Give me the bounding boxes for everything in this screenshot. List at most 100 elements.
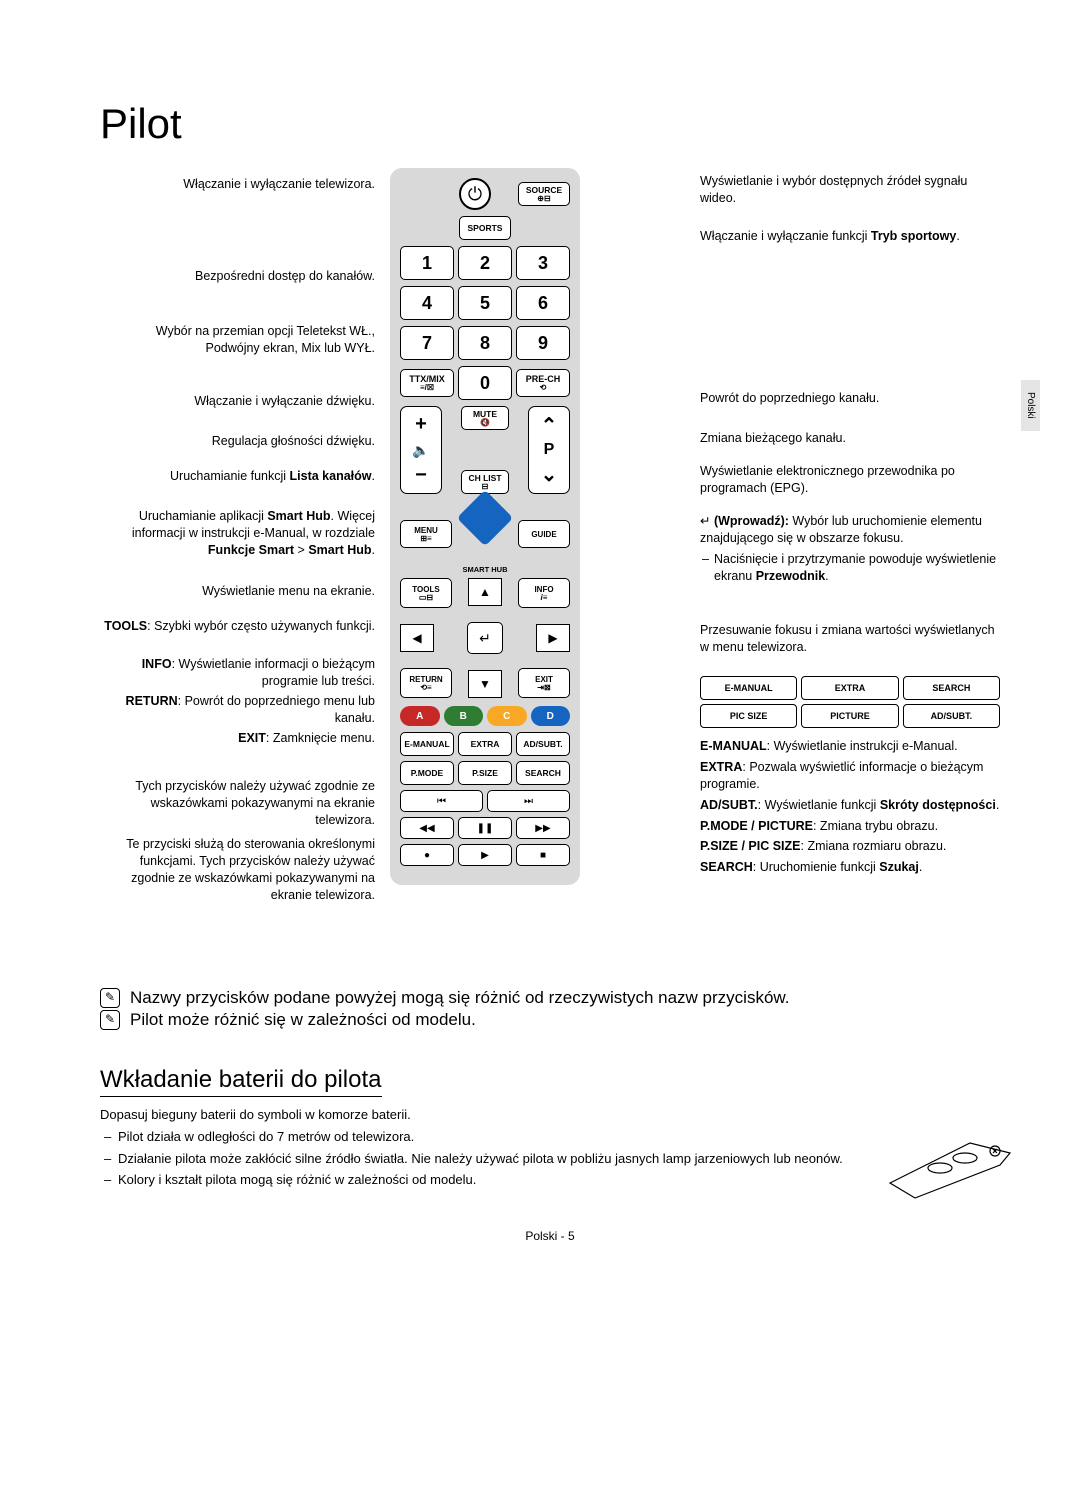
enter-button[interactable]: ↵	[467, 622, 503, 654]
ext-picture: PICTURE	[801, 704, 898, 728]
num-5[interactable]: 5	[458, 286, 512, 320]
label-return: RETURN: Powrót do poprzedniego menu lub …	[100, 693, 375, 727]
mute-button[interactable]: MUTE🔇	[461, 406, 509, 430]
prech-button[interactable]: PRE-CH⟲	[516, 369, 570, 397]
smarthub-button[interactable]	[457, 490, 514, 547]
sports-button[interactable]: SPORTS	[459, 216, 511, 240]
ch-up-icon: ⌃	[541, 413, 558, 438]
psize-button[interactable]: P.SIZE	[458, 761, 512, 785]
label-ttx: Wybór na przemian opcji Teletekst WŁ., P…	[100, 323, 375, 357]
num-9[interactable]: 9	[516, 326, 570, 360]
ext-adsubt: AD/SUBT.	[903, 704, 1000, 728]
pause[interactable]: ❚❚	[458, 817, 512, 839]
arrow-left[interactable]: ◀	[400, 624, 434, 652]
record[interactable]: ●	[400, 844, 454, 866]
num-0[interactable]: 0	[458, 366, 512, 400]
battery-intro: Dopasuj bieguny baterii do symboli w kom…	[100, 1107, 1000, 1122]
arrow-up[interactable]: ▲	[468, 578, 502, 606]
skip-prev[interactable]: ⏮	[400, 790, 483, 812]
ext-button-table: E-MANUAL EXTRA SEARCH PIC SIZE PICTURE A…	[700, 672, 1000, 876]
vol-down-icon: −	[415, 464, 427, 487]
ttxmix-button[interactable]: TTX/MIX≡/☒	[400, 369, 454, 397]
footer: Polski - 5	[100, 1229, 1000, 1243]
battery-title: Wkładanie baterii do pilota	[100, 1066, 382, 1097]
ext-search: SEARCH	[903, 676, 1000, 700]
volume-rocker[interactable]: + 🔈 −	[400, 406, 442, 494]
note-icon: ✎	[100, 1010, 120, 1030]
play[interactable]: ▶	[458, 844, 512, 866]
extra-button[interactable]: EXTRA	[458, 732, 512, 756]
label-direct-ch: Bezpośredni dostęp do kanałów.	[100, 268, 375, 285]
label-prech: Powrót do poprzedniego kanału.	[700, 390, 1000, 407]
ext-extra: EXTRA	[801, 676, 898, 700]
num-3[interactable]: 3	[516, 246, 570, 280]
battery-compartment-icon	[880, 1123, 1020, 1203]
label-sports: Włączanie i wyłączanie funkcji Tryb spor…	[700, 228, 1000, 245]
label-playback: Te przyciski służą do sterowania określo…	[100, 836, 375, 904]
label-colored: Tych przycisków należy używać zgodnie ze…	[100, 778, 375, 829]
label-mute: Włączanie i wyłączanie dźwięku.	[100, 393, 375, 410]
label-source: Wyświetlanie i wybór dostępnych źródeł s…	[700, 173, 1000, 207]
a-button[interactable]: A	[400, 706, 440, 726]
smarthub-label: SMART HUB	[400, 565, 570, 574]
menu-button[interactable]: MENU⊞≡	[400, 520, 452, 548]
skip-next[interactable]: ⏭	[487, 790, 570, 812]
adsubt-button[interactable]: AD/SUBT.	[516, 732, 570, 756]
num-4[interactable]: 4	[400, 286, 454, 320]
c-button[interactable]: C	[487, 706, 527, 726]
label-info: INFO: Wyświetlanie informacji o bieżącym…	[100, 656, 375, 690]
power-button[interactable]: ⏻	[459, 178, 491, 210]
battery-li-2: Działanie pilota może zakłócić silne źró…	[100, 1150, 1000, 1168]
page-title: Pilot	[100, 100, 1000, 148]
label-vol: Regulacja głośności dźwięku.	[100, 433, 375, 450]
battery-li-3: Kolory i kształt pilota mogą się różnić …	[100, 1171, 1000, 1189]
remote: ⏻ SOURCE⊕⊟ SPORTS 1 2 3 4 5 6 7 8 9 TTX/…	[390, 168, 580, 885]
num-7[interactable]: 7	[400, 326, 454, 360]
search-button[interactable]: SEARCH	[516, 761, 570, 785]
ext-emanual: E-MANUAL	[700, 676, 797, 700]
stop[interactable]: ■	[516, 844, 570, 866]
num-2[interactable]: 2	[458, 246, 512, 280]
note-icon: ✎	[100, 988, 120, 1008]
exit-button[interactable]: EXIT⇥⊠	[518, 668, 570, 698]
ch-down-icon: ⌄	[541, 462, 558, 487]
tools-button[interactable]: TOOLS▭⊟	[400, 578, 452, 608]
abcd-row: A B C D	[400, 706, 570, 726]
channel-rocker[interactable]: ⌃ P ⌄	[528, 406, 570, 494]
pmode-button[interactable]: P.MODE	[400, 761, 454, 785]
d-button[interactable]: D	[531, 706, 571, 726]
arrow-right[interactable]: ▶	[536, 624, 570, 652]
vol-up-icon: +	[415, 413, 427, 436]
battery-li-1: Pilot działa w odległości do 7 metrów od…	[100, 1128, 1000, 1146]
smarthub-diamond: MENU⊞≡ GUIDE	[400, 498, 570, 566]
side-tab: Polski	[1021, 380, 1040, 431]
b-button[interactable]: B	[444, 706, 484, 726]
num-6[interactable]: 6	[516, 286, 570, 320]
source-button[interactable]: SOURCE⊕⊟	[518, 182, 570, 206]
num-1[interactable]: 1	[400, 246, 454, 280]
label-arrows: Przesuwanie fokusu i zmiana wartości wyś…	[700, 622, 1000, 656]
label-power: Włączanie i wyłączanie telewizora.	[100, 176, 375, 193]
fastfwd[interactable]: ▶▶	[516, 817, 570, 839]
guide-button[interactable]: GUIDE	[518, 520, 570, 548]
note-2: Pilot może różnić się w zależności od mo…	[130, 1010, 476, 1030]
return-button[interactable]: RETURN⟲≡	[400, 668, 452, 698]
num-8[interactable]: 8	[458, 326, 512, 360]
emanual-button[interactable]: E-MANUAL	[400, 732, 454, 756]
notes: ✎ Nazwy przycisków podane powyżej mogą si…	[100, 988, 1000, 1030]
remote-layout: Włączanie i wyłączanie telewizora. Bezpo…	[100, 168, 1000, 978]
label-ch: Zmiana bieżącego kanału.	[700, 430, 1000, 447]
label-enter: ↵ (Wprowadź): Wybór lub uruchomienie ele…	[700, 513, 1000, 585]
label-menu: Wyświetlanie menu na ekranie.	[100, 583, 375, 600]
dpad: TOOLS▭⊟ INFOi≡ RETURN⟲≡ EXIT⇥⊠ ▲ ▼ ◀ ▶ ↵	[400, 578, 570, 698]
label-smarthub: Uruchamianie aplikacji Smart Hub. Więcej…	[100, 508, 375, 559]
label-guide: Wyświetlanie elektronicznego przewodnika…	[700, 463, 1000, 497]
arrow-down[interactable]: ▼	[468, 670, 502, 698]
info-button[interactable]: INFOi≡	[518, 578, 570, 608]
rewind[interactable]: ◀◀	[400, 817, 454, 839]
ext-picsize: PIC SIZE	[700, 704, 797, 728]
label-chlist: Uruchamianie funkcji Lista kanałów.	[100, 468, 375, 485]
note-1: Nazwy przycisków podane powyżej mogą się…	[130, 988, 789, 1008]
battery-body: Dopasuj bieguny baterii do symboli w kom…	[100, 1107, 1000, 1189]
label-tools: TOOLS: Szybki wybór często używanych fun…	[100, 618, 375, 635]
